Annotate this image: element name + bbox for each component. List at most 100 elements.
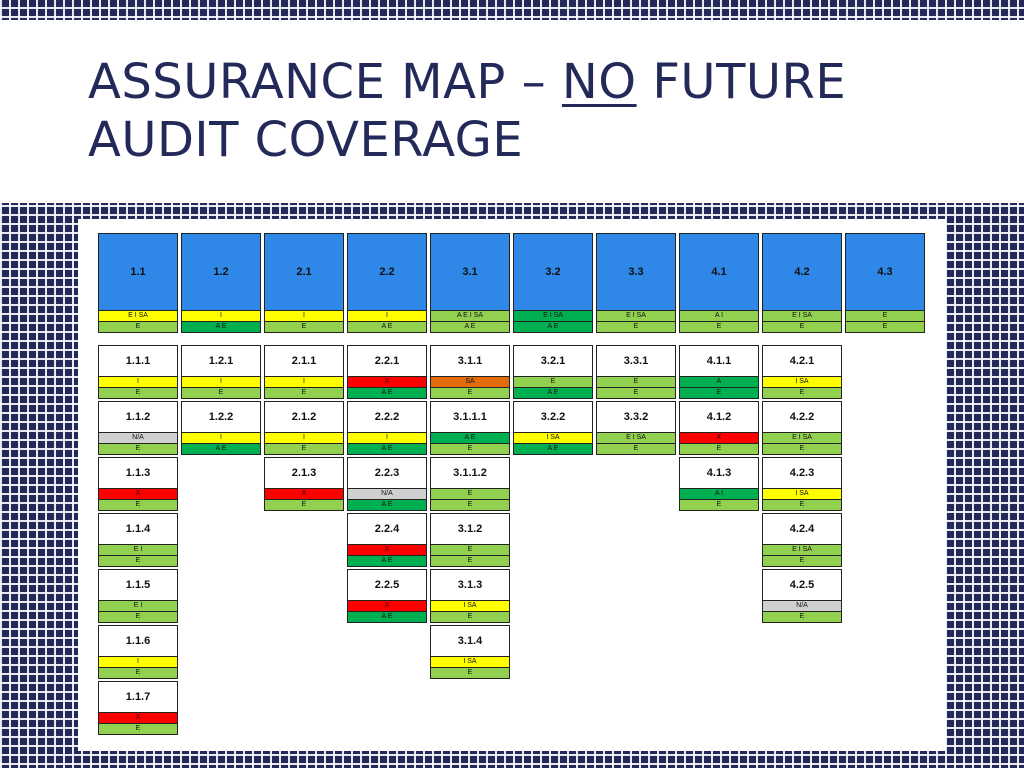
box-id-label: 1.1.3 <box>99 458 177 489</box>
level-strip: A E <box>514 444 592 454</box>
level-strip: E <box>431 668 509 678</box>
area-box-2-2: 2.2 I A E <box>347 233 427 333</box>
rating-strip: I SA <box>514 433 592 444</box>
rating-strip: A E <box>431 433 509 444</box>
level-strip: A E <box>182 322 260 332</box>
level-strip: E <box>763 500 841 510</box>
area-box-1-1: 1.1 E I SA E <box>98 233 178 333</box>
box-id-label: 2.1.1 <box>265 346 343 377</box>
area-box-3-3: 3.3 E I SA E <box>596 233 676 333</box>
level-strip: E <box>182 388 260 398</box>
rating-strip: E I SA <box>597 311 675 322</box>
control-box-3-1-1-2: 3.1.1.2 E E <box>430 457 510 511</box>
rating-strip: I <box>265 377 343 388</box>
control-box-1-1-3: 1.1.3 X E <box>98 457 178 511</box>
box-id-label: 2.2.2 <box>348 402 426 433</box>
box-id-label: 4.2.3 <box>763 458 841 489</box>
level-strip: E <box>597 322 675 332</box>
box-id-label: 1.1.1 <box>99 346 177 377</box>
box-id-label: 1.1.5 <box>99 570 177 601</box>
control-box-4-1-2: 4.1.2 X E <box>679 401 759 455</box>
rating-strip: A E I SA <box>431 311 509 322</box>
rating-strip: A I <box>680 311 758 322</box>
box-id-label: 3.1.3 <box>431 570 509 601</box>
rating-strip: N/A <box>99 433 177 444</box>
rating-strip: X <box>348 377 426 388</box>
level-strip: E <box>431 556 509 566</box>
box-id-label: 4.1.1 <box>680 346 758 377</box>
level-strip: A E <box>348 500 426 510</box>
rating-strip: X <box>348 601 426 612</box>
box-id-label: 3.1.2 <box>431 514 509 545</box>
control-box-3-2-1: 3.2.1 E A E <box>513 345 593 399</box>
box-id-label: 1.2 <box>182 234 260 311</box>
rating-strip: E I SA <box>597 433 675 444</box>
level-strip: E <box>763 556 841 566</box>
control-box-4-1-1: 4.1.1 A E <box>679 345 759 399</box>
control-box-3-1-2: 3.1.2 E E <box>430 513 510 567</box>
box-id-label: 2.2 <box>348 234 426 311</box>
box-id-label: 1.2.1 <box>182 346 260 377</box>
control-box-2-1-3: 2.1.3 X E <box>264 457 344 511</box>
control-box-4-2-4: 4.2.4 E I SA E <box>762 513 842 567</box>
level-strip: E <box>265 322 343 332</box>
rating-strip: E <box>431 489 509 500</box>
box-id-label: 3.3 <box>597 234 675 311</box>
level-strip: E <box>597 388 675 398</box>
rating-strip: E <box>597 377 675 388</box>
box-id-label: 3.1.4 <box>431 626 509 657</box>
level-strip: E <box>680 500 758 510</box>
box-id-label: 4.2.4 <box>763 514 841 545</box>
control-box-4-2-1: 4.2.1 I SA E <box>762 345 842 399</box>
title-line1-before: ASSURANCE MAP – <box>88 54 562 110</box>
rating-strip: I SA <box>431 657 509 668</box>
level-strip: E <box>680 388 758 398</box>
level-strip: A E <box>514 322 592 332</box>
box-id-label: 1.1.4 <box>99 514 177 545</box>
level-strip: E <box>99 388 177 398</box>
title-emphasis: NO <box>561 54 637 110</box>
box-id-label: 1.2.2 <box>182 402 260 433</box>
box-id-label: 4.2.5 <box>763 570 841 601</box>
box-id-label: 4.1.2 <box>680 402 758 433</box>
title-line2: AUDIT COVERAGE <box>88 112 524 168</box>
control-box-4-2-2: 4.2.2 E I SA E <box>762 401 842 455</box>
box-id-label: 3.3.2 <box>597 402 675 433</box>
control-box-3-2-2: 3.2.2 I SA A E <box>513 401 593 455</box>
box-id-label: 1.1.6 <box>99 626 177 657</box>
box-id-label: 3.2 <box>514 234 592 311</box>
box-id-label: 1.1 <box>99 234 177 311</box>
box-id-label: 2.1.2 <box>265 402 343 433</box>
rating-strip: I <box>99 377 177 388</box>
level-strip: E <box>99 444 177 454</box>
rating-strip: E I SA <box>99 311 177 322</box>
rating-strip: E I <box>99 545 177 556</box>
level-strip: A E <box>348 612 426 622</box>
area-box-4-3: 4.3 E E <box>845 233 925 333</box>
control-box-3-1-3: 3.1.3 I SA E <box>430 569 510 623</box>
area-box-4-2: 4.2 E I SA E <box>762 233 842 333</box>
level-strip: E <box>763 388 841 398</box>
level-strip: E <box>763 444 841 454</box>
level-strip: A E <box>431 322 509 332</box>
rating-strip: N/A <box>763 601 841 612</box>
area-box-1-2: 1.2 I A E <box>181 233 261 333</box>
rating-strip: E I SA <box>763 545 841 556</box>
rating-strip: I SA <box>763 377 841 388</box>
level-strip: E <box>99 556 177 566</box>
area-box-2-1: 2.1 I E <box>264 233 344 333</box>
rating-strip: I SA <box>763 489 841 500</box>
box-id-label: 3.1.1.2 <box>431 458 509 489</box>
rating-strip: I <box>182 377 260 388</box>
level-strip: E <box>431 500 509 510</box>
box-id-label: 1.1.7 <box>99 682 177 713</box>
control-box-1-1-6: 1.1.6 I E <box>98 625 178 679</box>
level-strip: A E <box>348 322 426 332</box>
level-strip: A E <box>348 556 426 566</box>
box-id-label: 4.2 <box>763 234 841 311</box>
level-strip: E <box>99 724 177 734</box>
control-box-2-1-1: 2.1.1 I E <box>264 345 344 399</box>
